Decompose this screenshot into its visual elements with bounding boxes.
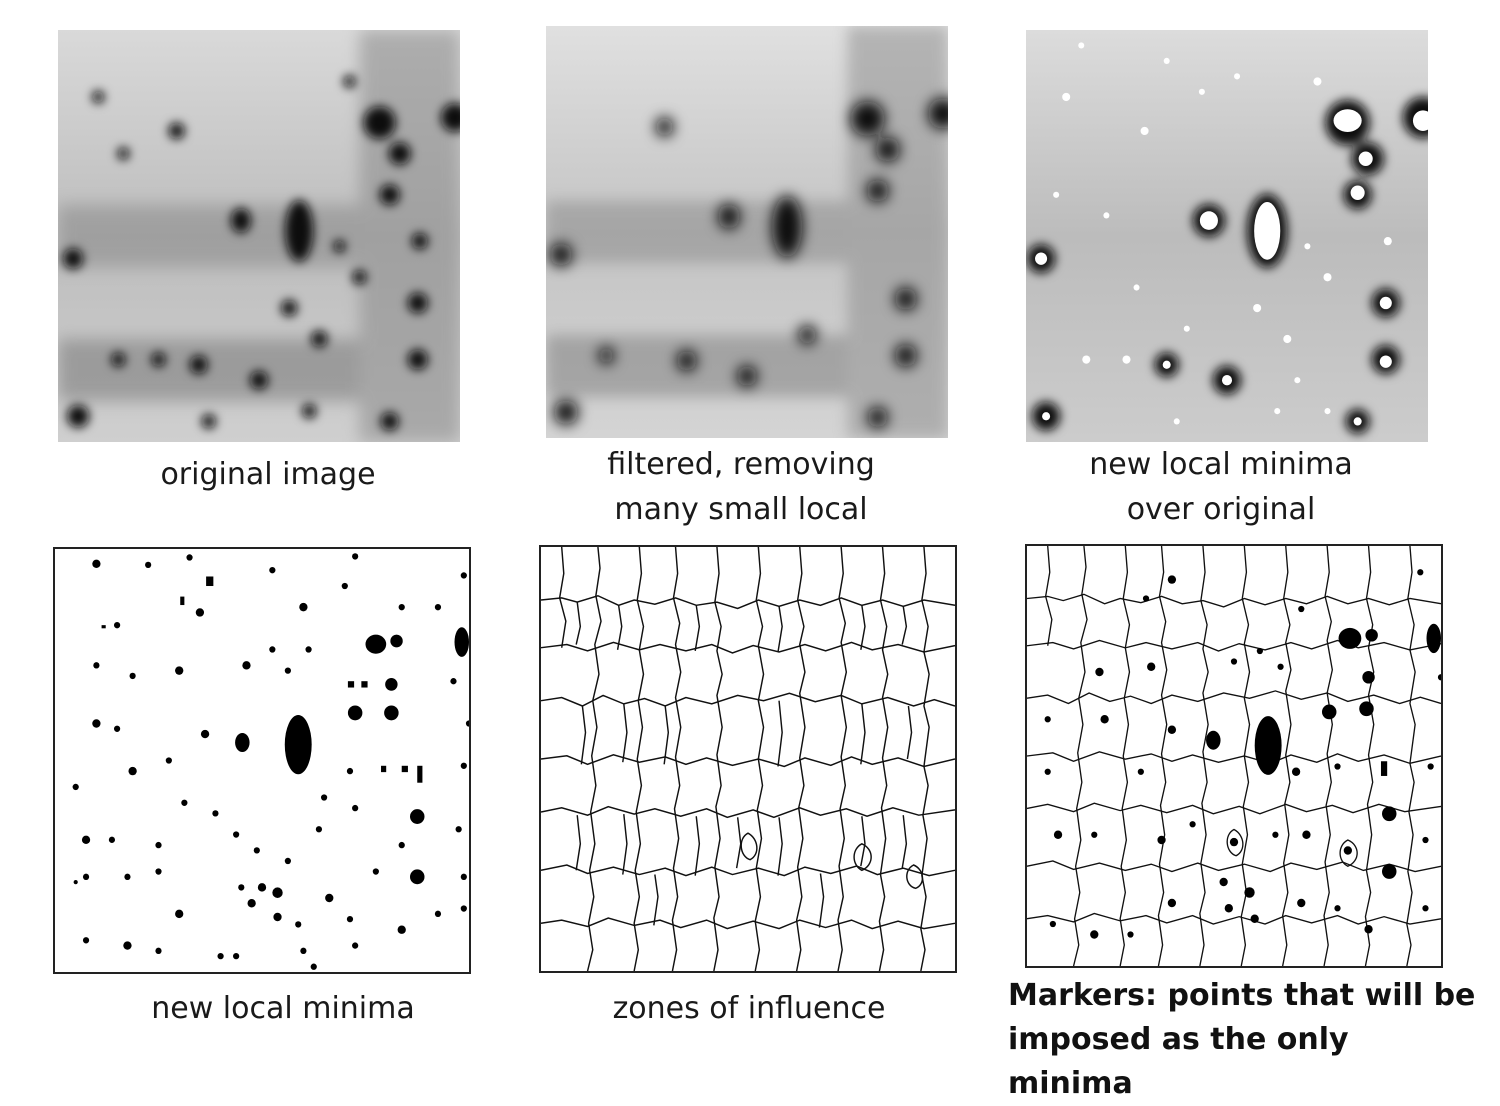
caption-line: original image [160,457,376,492]
zones-svg [541,547,955,971]
filtered-gel-image [546,26,948,438]
caption-filtered: filtered, removing many small local [546,442,936,532]
minima-binary-svg [72,553,469,970]
caption-minima: new local minima [53,986,513,1031]
filtered-gel-svg [546,26,948,438]
caption-line: over original [1126,492,1316,527]
caption-minima-over: new local minima over original [1026,442,1416,532]
caption-line: imposed as the only minima [1008,1022,1349,1101]
caption-line: many small local [614,492,868,527]
zones-of-influence-image [539,545,957,973]
caption-markers: Markers: points that will be imposed as … [1008,974,1478,1106]
minima-over-svg [1026,30,1428,442]
caption-line: filtered, removing [607,447,875,482]
caption-original: original image [58,452,478,497]
local-minima-binary-image [53,547,471,974]
caption-line: new local minima [151,991,415,1026]
caption-line: Markers: points that will be [1008,978,1476,1013]
caption-line: zones of influence [612,991,886,1026]
original-gel-image [58,30,460,442]
caption-line: new local minima [1089,447,1353,482]
markers-svg [1027,546,1441,966]
minima-over-original-image [1026,30,1428,442]
markers-image [1025,544,1443,968]
caption-zones: zones of influence [539,986,959,1031]
original-gel-svg [58,30,460,442]
